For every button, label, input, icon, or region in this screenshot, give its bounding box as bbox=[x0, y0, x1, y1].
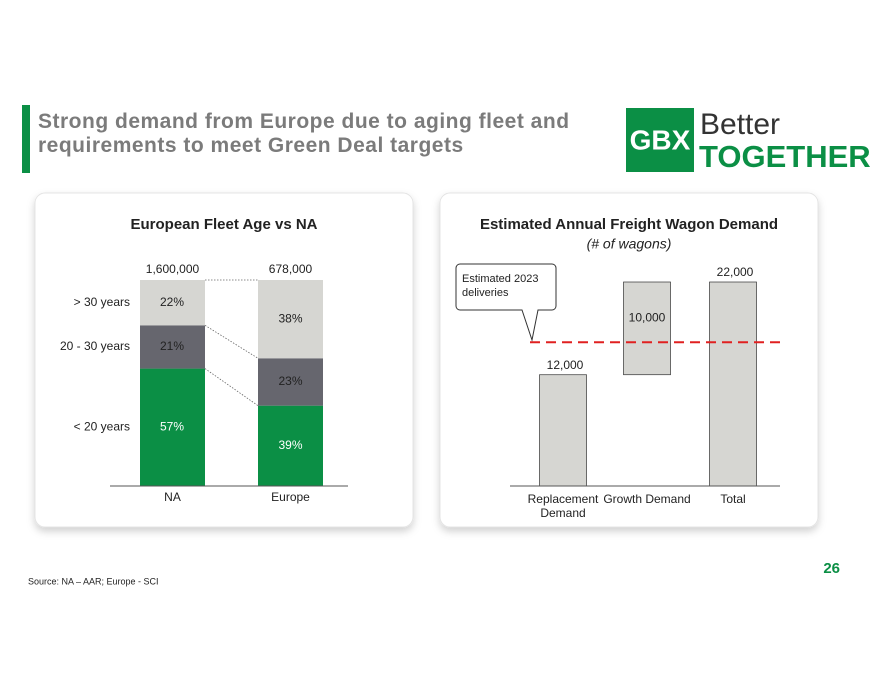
connector bbox=[204, 324, 259, 359]
value-label: 12,000 bbox=[547, 358, 584, 372]
panel bbox=[34, 192, 414, 528]
x-tick-label: Replacement Demand bbox=[527, 492, 599, 520]
chart-subtitle: (# of wagons) bbox=[587, 236, 672, 252]
x-tick-label: NA bbox=[164, 490, 181, 504]
logo-line2: TOGETHER bbox=[699, 139, 871, 174]
bar-segment bbox=[258, 280, 323, 359]
bar-segment bbox=[140, 325, 205, 369]
total-label: 678,000 bbox=[269, 262, 313, 276]
legend-label: > 30 years bbox=[74, 295, 130, 309]
chart-title: European Fleet Age vs NA bbox=[131, 216, 318, 233]
value-label: 39% bbox=[278, 438, 302, 452]
legend-label: 20 - 30 years bbox=[60, 339, 130, 353]
x-tick-label: Europe bbox=[271, 490, 310, 504]
x-tick-label: Total bbox=[720, 492, 746, 506]
value-label: 38% bbox=[278, 311, 302, 325]
source: Source: NA – AAR; Europe - SCI bbox=[28, 576, 159, 586]
page-number: 26 bbox=[823, 560, 840, 577]
x-tick-label: Growth Demand bbox=[603, 492, 691, 506]
bar-segment bbox=[258, 358, 323, 406]
chart-title: Estimated Annual Freight Wagon Demand bbox=[480, 216, 778, 233]
value-label: 21% bbox=[160, 339, 184, 353]
bar-segment bbox=[140, 280, 205, 326]
value-label: 22,000 bbox=[717, 265, 754, 279]
callout-box bbox=[455, 263, 557, 342]
bar bbox=[539, 374, 587, 487]
legend-label: < 20 years bbox=[74, 419, 130, 433]
total-label: 1,600,000 bbox=[146, 262, 200, 276]
bar-segment bbox=[258, 405, 323, 486]
title-accent bbox=[22, 105, 30, 173]
bar bbox=[709, 281, 757, 487]
logo-mark: GBX bbox=[630, 124, 691, 155]
logo-box bbox=[626, 108, 694, 172]
value-label: 22% bbox=[160, 295, 184, 309]
slide-title: Strong demand from Europe due to aging f… bbox=[38, 110, 570, 157]
logo-line1: Better bbox=[700, 108, 780, 141]
bar-segment bbox=[140, 368, 205, 486]
value-label: 10,000 bbox=[629, 311, 666, 325]
value-label: 23% bbox=[278, 374, 302, 388]
bar bbox=[623, 281, 671, 376]
value-label: 57% bbox=[160, 419, 184, 433]
callout-label: Estimated 2023 deliveries bbox=[462, 273, 539, 299]
